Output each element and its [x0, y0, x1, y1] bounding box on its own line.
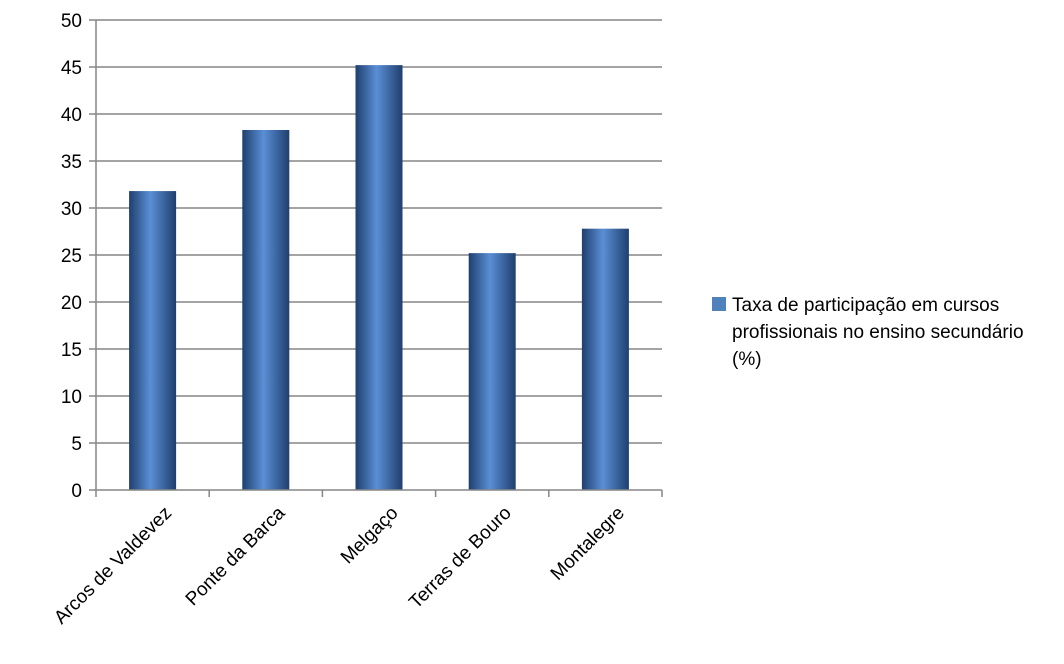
- bar: [581, 228, 629, 490]
- axes: [89, 19, 663, 497]
- y-tick-label: 45: [61, 58, 82, 79]
- y-tick-label: 30: [61, 199, 82, 220]
- x-tick-label: Melgaço: [337, 503, 403, 569]
- bars: [129, 65, 629, 491]
- legend-label: Taxa de participação em cursos profissio…: [732, 295, 1024, 370]
- legend-swatch: [712, 297, 726, 311]
- bar: [355, 65, 403, 491]
- x-tick-label: Ponte da Barca: [182, 502, 290, 610]
- y-tick-label: 5: [71, 434, 82, 455]
- y-tick-label: 25: [61, 246, 82, 267]
- x-tick-label: Montalegre: [547, 503, 629, 585]
- legend: Taxa de participação em cursos profissio…: [712, 292, 1057, 373]
- x-tick-label: Terras de Bouro: [405, 503, 515, 613]
- y-tick-label: 0: [71, 481, 82, 502]
- y-tick-label: 15: [61, 340, 82, 361]
- y-tick-label: 20: [61, 293, 82, 314]
- bar: [242, 129, 290, 491]
- y-tick-label: 40: [61, 105, 82, 126]
- y-tick-label: 50: [61, 11, 82, 32]
- bar: [129, 191, 177, 490]
- y-tick-label: 35: [61, 152, 82, 173]
- y-tick-label: 10: [61, 387, 82, 408]
- x-tick-label: Arcos de Valdevez: [50, 503, 176, 629]
- bar: [468, 253, 516, 490]
